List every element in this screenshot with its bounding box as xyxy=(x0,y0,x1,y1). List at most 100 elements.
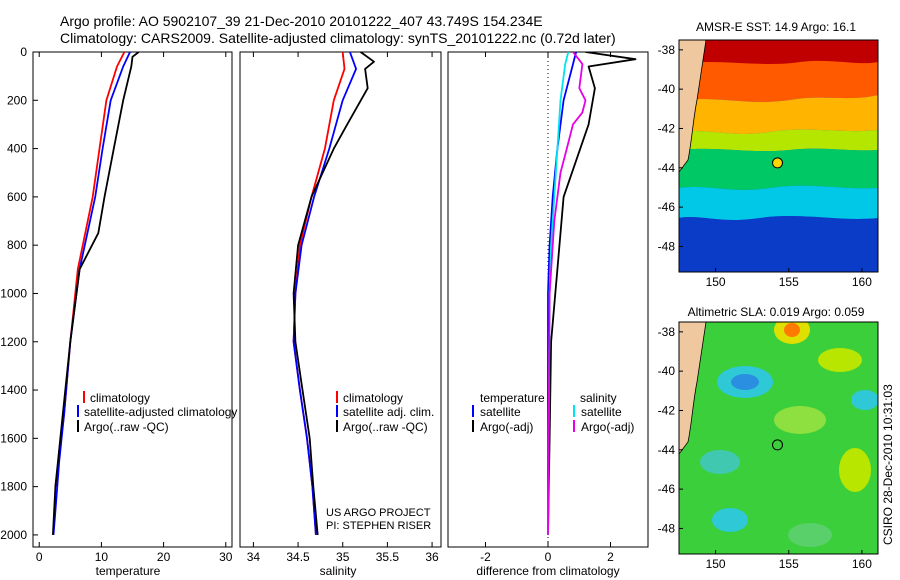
sst-map-panel: AMSR-E SST: 14.9 Argo: 16.1 150 155 160 -38… xyxy=(658,20,879,289)
legend-label-climatology: climatology xyxy=(90,391,150,405)
difference-xlabel: difference from climatology xyxy=(476,564,619,578)
sla-map-title: Altimetric SLA: 0.019 Argo: 0.059 xyxy=(688,305,865,319)
lon-tick-label: 150 xyxy=(706,275,726,289)
x-tick-label: 34 xyxy=(247,550,261,564)
lat-tick-label: -40 xyxy=(658,364,676,378)
difference-x-ticks: -2 0 2 xyxy=(480,52,614,564)
argo-location-marker xyxy=(772,157,783,169)
x-tick-label: 20 xyxy=(157,550,171,564)
sst-map-image xyxy=(679,40,878,272)
y-tick-label: 0 xyxy=(20,45,27,59)
lon-tick-label: 155 xyxy=(779,557,799,571)
legend-label-sal-argo: Argo(-adj) xyxy=(581,420,634,434)
depth-ticks: 0 200 400 600 800 1000 1200 1400 1600 1800 2000 xyxy=(0,45,38,542)
x-tick-label: 36 xyxy=(425,550,439,564)
sst-map-ticks: 150 155 160 -38 -40 -42 -44 -46 -48 xyxy=(658,43,873,289)
difference-panel: -2 0 2 difference from climatology tempera… xyxy=(447,51,649,578)
lat-tick-label: -48 xyxy=(658,521,676,535)
x-tick-label: 10 xyxy=(95,550,109,564)
sla-eddy xyxy=(700,450,740,474)
y-tick-label: 1200 xyxy=(0,335,27,349)
x-tick-label: 34.5 xyxy=(286,550,310,564)
tasmania-coast xyxy=(679,322,707,455)
series-line-argo-raw-qc xyxy=(52,52,140,535)
tasmania-coast xyxy=(679,40,707,173)
x-tick-label: 2 xyxy=(607,550,614,564)
y-tick-label: 2000 xyxy=(0,528,27,542)
legend-label-satellite: satellite-adjusted climatology xyxy=(84,405,237,419)
sst-map-frame xyxy=(678,39,879,273)
sla-map-frame xyxy=(678,321,879,555)
legend-header-temperature: temperature xyxy=(480,391,545,405)
legend-label-temp-satellite: satellite xyxy=(480,405,521,419)
y-tick-label: 200 xyxy=(7,93,27,107)
project-annotation: US ARGO PROJECT xyxy=(326,507,431,519)
lat-tick-label: -38 xyxy=(658,325,676,339)
lat-tick-label: -42 xyxy=(658,121,676,135)
salinity-xlabel: salinity xyxy=(320,564,357,578)
sst-band-red xyxy=(679,40,878,64)
sst-band-yellow xyxy=(679,95,878,134)
sla-eddy xyxy=(788,523,832,547)
sst-band-blue xyxy=(679,216,878,272)
lon-tick-label: 155 xyxy=(779,275,799,289)
temperature-x-ticks: 0 10 20 30 xyxy=(36,52,233,564)
y-tick-label: 1800 xyxy=(0,480,27,494)
series-line-satellite-adj-clim xyxy=(292,52,358,535)
sla-map-ticks: 150 155 160 -38 -40 -42 -44 -46 -48 xyxy=(658,325,873,571)
temperature-panel: 0 200 400 600 800 1000 1200 1400 1600 1800 2000 0 1… xyxy=(0,45,237,578)
series-line-temperature-satellite xyxy=(547,52,577,535)
y-tick-label: 1400 xyxy=(0,383,27,397)
figure-title-line1: Argo profile: AO 5902107_39 21-Dec-2010 … xyxy=(60,13,543,29)
y-tick-label: 1000 xyxy=(0,286,27,300)
legend-label-climatology: climatology xyxy=(343,391,403,405)
lon-tick-label: 150 xyxy=(706,557,726,571)
y-tick-label: 600 xyxy=(7,190,27,204)
salinity-axes-frame xyxy=(239,51,442,548)
sst-map-title: AMSR-E SST: 14.9 Argo: 16.1 xyxy=(696,20,856,34)
salinity-legend: climatology satellite adj. clim. Argo(..… xyxy=(336,391,434,434)
temperature-lines xyxy=(52,52,140,535)
lat-tick-label: -42 xyxy=(658,403,676,417)
x-tick-label: -2 xyxy=(480,550,491,564)
sla-eddy xyxy=(731,374,759,390)
csiro-timestamp: CSIRO 28-Dec-2010 10:31:03 xyxy=(881,384,895,545)
legend-label-argo: Argo(..raw -QC) xyxy=(343,420,428,434)
salinity-lines xyxy=(292,52,375,535)
temperature-axes-frame xyxy=(32,51,233,548)
legend-label-sal-satellite: satellite xyxy=(581,405,622,419)
legend-label-satellite: satellite adj. clim. xyxy=(343,405,434,419)
x-tick-label: 35.5 xyxy=(376,550,400,564)
x-tick-label: 0 xyxy=(545,550,552,564)
lat-tick-label: -44 xyxy=(658,443,676,457)
lat-tick-label: -46 xyxy=(658,482,676,496)
y-tick-label: 400 xyxy=(7,142,27,156)
sst-band-cyan xyxy=(679,185,878,220)
lat-tick-label: -46 xyxy=(658,200,676,214)
lon-tick-label: 160 xyxy=(852,275,872,289)
pi-annotation: PI: STEPHEN RISER xyxy=(326,520,431,532)
lat-tick-label: -48 xyxy=(658,239,676,253)
salinity-x-ticks: 34 34.5 35 35.5 36 xyxy=(247,52,439,564)
sla-eddy xyxy=(818,348,862,372)
sla-eddy xyxy=(774,406,826,434)
x-tick-label: 0 xyxy=(36,550,43,564)
y-tick-label: 1600 xyxy=(0,431,27,445)
sst-band-green xyxy=(679,148,878,190)
series-line-argo-raw-qc xyxy=(292,52,375,535)
sla-eddy xyxy=(851,390,878,410)
argo-location-marker xyxy=(772,439,783,451)
sla-eddy xyxy=(784,323,800,337)
temperature-xlabel: temperature xyxy=(96,564,161,578)
series-line-salinity-argo-adj xyxy=(547,52,587,535)
legend-label-temp-argo: Argo(-adj) xyxy=(480,420,533,434)
lat-tick-label: -44 xyxy=(658,161,676,175)
x-tick-label: 35 xyxy=(336,550,350,564)
sla-eddy xyxy=(839,448,871,492)
lat-tick-label: -40 xyxy=(658,82,676,96)
lat-tick-label: -38 xyxy=(658,43,676,57)
sla-eddy xyxy=(712,508,748,532)
legend-header-salinity: salinity xyxy=(580,391,617,405)
sla-map-image xyxy=(679,322,878,554)
